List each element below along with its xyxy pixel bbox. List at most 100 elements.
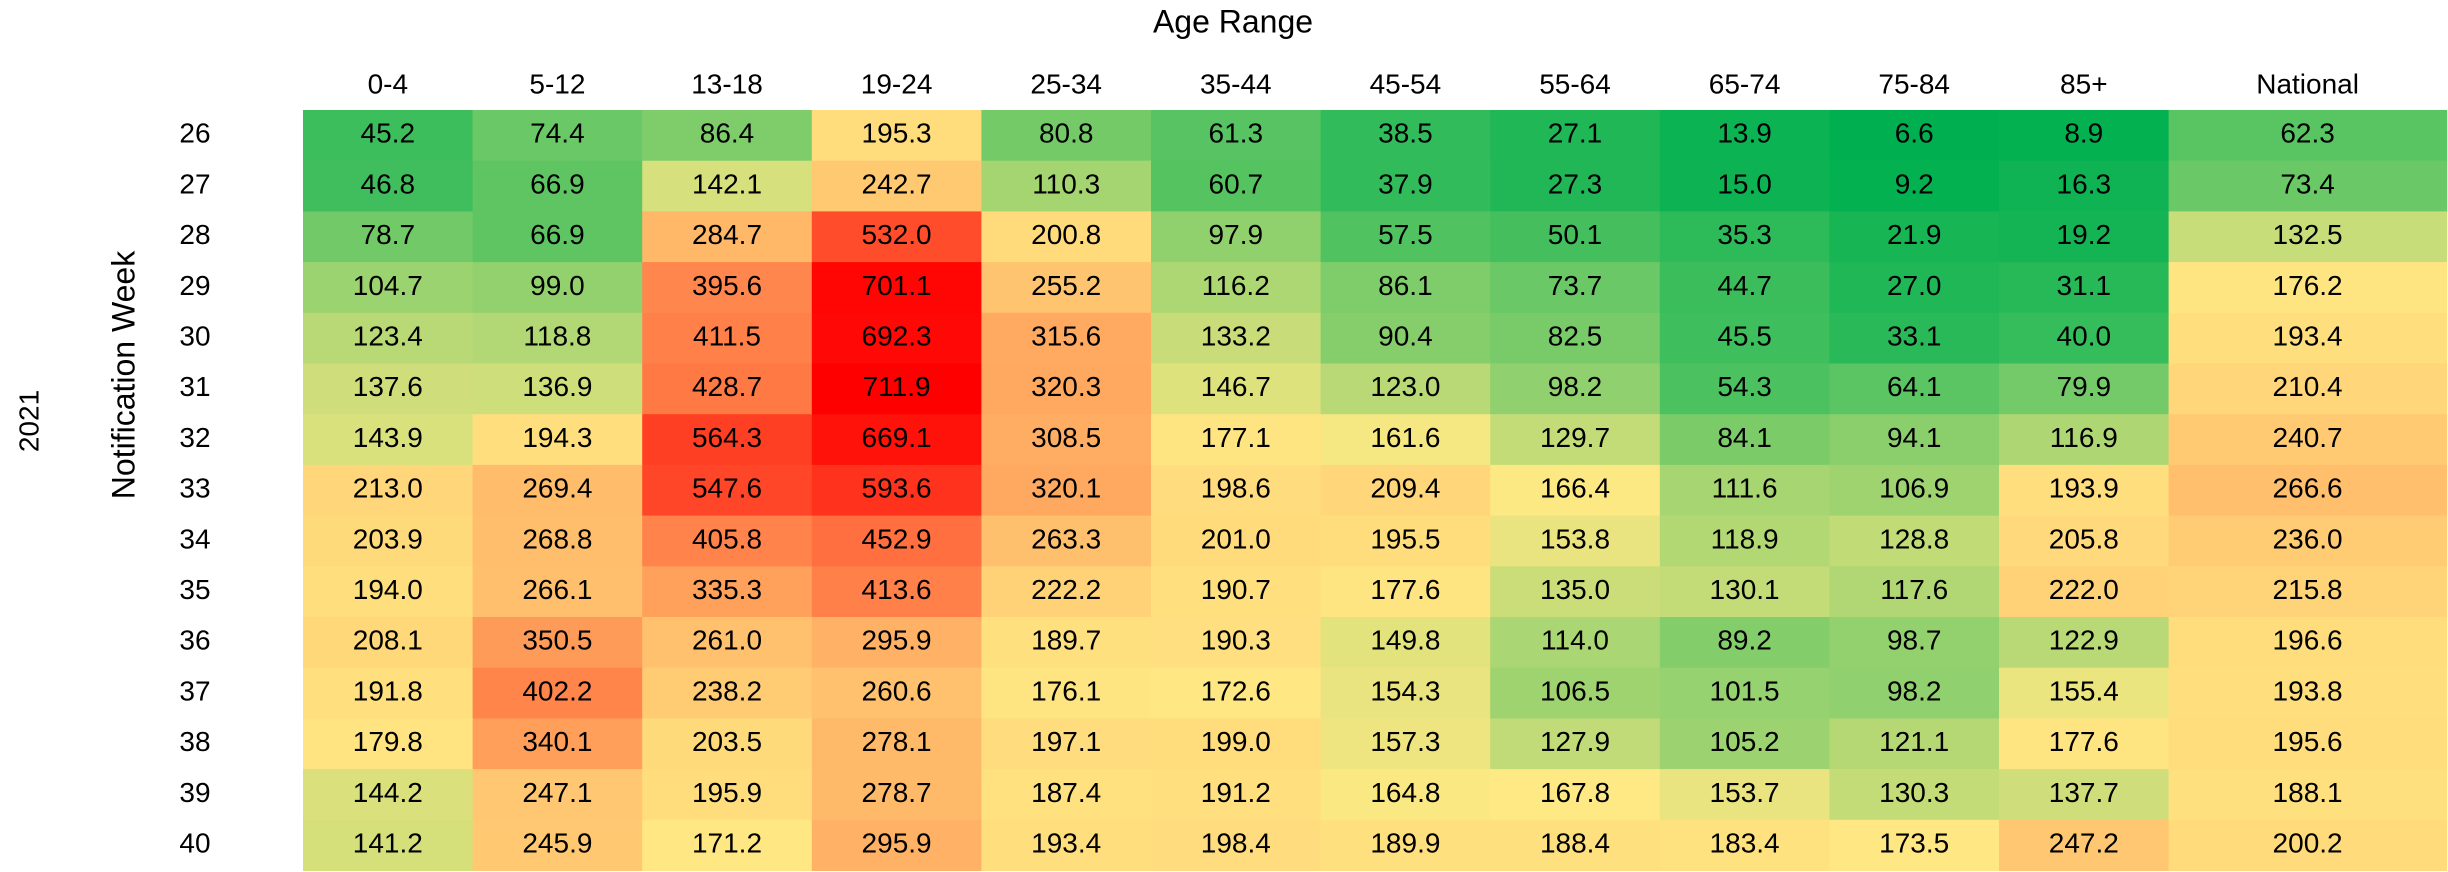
heat-cell <box>1320 211 1491 263</box>
heat-cell <box>1151 769 1322 821</box>
heat-cell <box>811 718 982 770</box>
heat-cell <box>1320 515 1491 567</box>
x-axis-title: Age Range <box>1153 3 1313 39</box>
cell-label: 90.4 <box>1378 321 1433 352</box>
heat-cell <box>811 312 982 364</box>
column-header: 65-74 <box>1709 68 1781 99</box>
heat-cell <box>1151 515 1322 567</box>
cell-label: 89.2 <box>1717 625 1772 656</box>
heat-cell <box>1999 262 2170 314</box>
heat-cell <box>1999 312 2170 364</box>
heat-cell <box>1999 769 2170 821</box>
heat-cell <box>1151 414 1322 466</box>
row-label: 34 <box>179 523 210 554</box>
heat-cell <box>1999 819 2170 871</box>
row-label: 39 <box>179 777 210 808</box>
heat-cell <box>1829 160 2000 212</box>
heat-cell <box>1659 667 1830 719</box>
cell-label: 167.8 <box>1540 777 1610 808</box>
cell-label: 295.9 <box>862 625 932 656</box>
heat-cell <box>1151 160 1322 212</box>
heat-cell <box>642 312 813 364</box>
column-header: 45-54 <box>1370 68 1442 99</box>
cell-label: 121.1 <box>1879 726 1949 757</box>
heat-cell <box>1659 262 1830 314</box>
heat-cell <box>1490 667 1661 719</box>
group-label: 2021 <box>13 390 44 452</box>
column-header: 35-44 <box>1200 68 1272 99</box>
cell-label: 255.2 <box>1031 270 1101 301</box>
heat-cell <box>811 515 982 567</box>
heat-cell <box>303 515 474 567</box>
cell-label: 176.2 <box>2273 270 2343 301</box>
cell-label: 205.8 <box>2049 523 2119 554</box>
cell-label: 106.5 <box>1540 675 1610 706</box>
heat-cell <box>472 211 643 263</box>
cell-label: 295.9 <box>862 828 932 859</box>
cell-label: 44.7 <box>1717 270 1772 301</box>
cell-label: 261.0 <box>692 625 762 656</box>
heat-cell <box>642 819 813 871</box>
cell-label: 193.4 <box>1031 828 1101 859</box>
heat-cell <box>811 667 982 719</box>
heat-cell <box>472 110 643 162</box>
cell-label: 123.0 <box>1370 371 1440 402</box>
cell-label: 187.4 <box>1031 777 1101 808</box>
heat-cell <box>2168 515 2448 567</box>
cell-label: 97.9 <box>1209 219 1264 250</box>
heat-cell <box>1151 363 1322 415</box>
heat-cell <box>1999 464 2170 517</box>
cell-label: 79.9 <box>2057 371 2112 402</box>
cell-label: 284.7 <box>692 219 762 250</box>
heat-cell <box>642 160 813 212</box>
cell-label: 191.8 <box>353 675 423 706</box>
heat-cell <box>303 566 474 618</box>
cell-label: 31.1 <box>2057 270 2112 301</box>
cell-label: 195.3 <box>862 118 932 149</box>
cell-label: 132.5 <box>2273 219 2343 250</box>
cell-label: 191.2 <box>1201 777 1271 808</box>
cell-label: 114.0 <box>1541 625 1609 656</box>
cell-label: 197.1 <box>1031 726 1101 757</box>
cell-label: 194.0 <box>353 574 423 605</box>
cell-label: 238.2 <box>692 675 762 706</box>
cell-label: 171.2 <box>692 828 762 859</box>
column-header: 55-64 <box>1539 68 1611 99</box>
cell-label: 27.1 <box>1548 118 1603 149</box>
heat-cell <box>642 363 813 415</box>
cell-label: 198.4 <box>1201 828 1271 859</box>
cell-label: 193.4 <box>2273 321 2343 352</box>
heat-cell <box>1829 718 2000 770</box>
heat-cell <box>1659 718 1830 770</box>
cell-label: 203.5 <box>692 726 762 757</box>
cell-label: 320.3 <box>1031 371 1101 402</box>
column-header: National <box>2256 68 2359 99</box>
cell-label: 99.0 <box>530 270 585 301</box>
heat-cell <box>642 262 813 314</box>
cell-label: 54.3 <box>1717 371 1772 402</box>
cell-label: 127.9 <box>1540 726 1610 757</box>
cell-label: 193.9 <box>2049 473 2119 504</box>
cell-label: 46.8 <box>361 168 416 199</box>
cell-label: 37.9 <box>1378 168 1433 199</box>
cell-label: 195.6 <box>2273 726 2343 757</box>
heat-cell <box>1320 718 1491 770</box>
cell-label: 340.1 <box>522 726 592 757</box>
heat-cell <box>303 819 474 871</box>
heat-cell <box>2168 312 2448 364</box>
cell-label: 130.1 <box>1710 574 1780 605</box>
cell-label: 320.1 <box>1031 473 1101 504</box>
heat-cell <box>981 262 1152 314</box>
heat-cell <box>1320 667 1491 719</box>
column-header: 0-4 <box>368 68 408 99</box>
heat-cell <box>472 617 643 669</box>
heat-cell <box>472 566 643 618</box>
heat-cell <box>1999 667 2170 719</box>
heat-cell <box>1151 312 1322 364</box>
row-label: 36 <box>179 625 210 656</box>
cell-label: 110.3 <box>1032 168 1100 199</box>
heat-cell <box>303 363 474 415</box>
heat-cell <box>472 769 643 821</box>
cell-label: 15.0 <box>1717 168 1772 199</box>
cell-label: 82.5 <box>1548 321 1603 352</box>
